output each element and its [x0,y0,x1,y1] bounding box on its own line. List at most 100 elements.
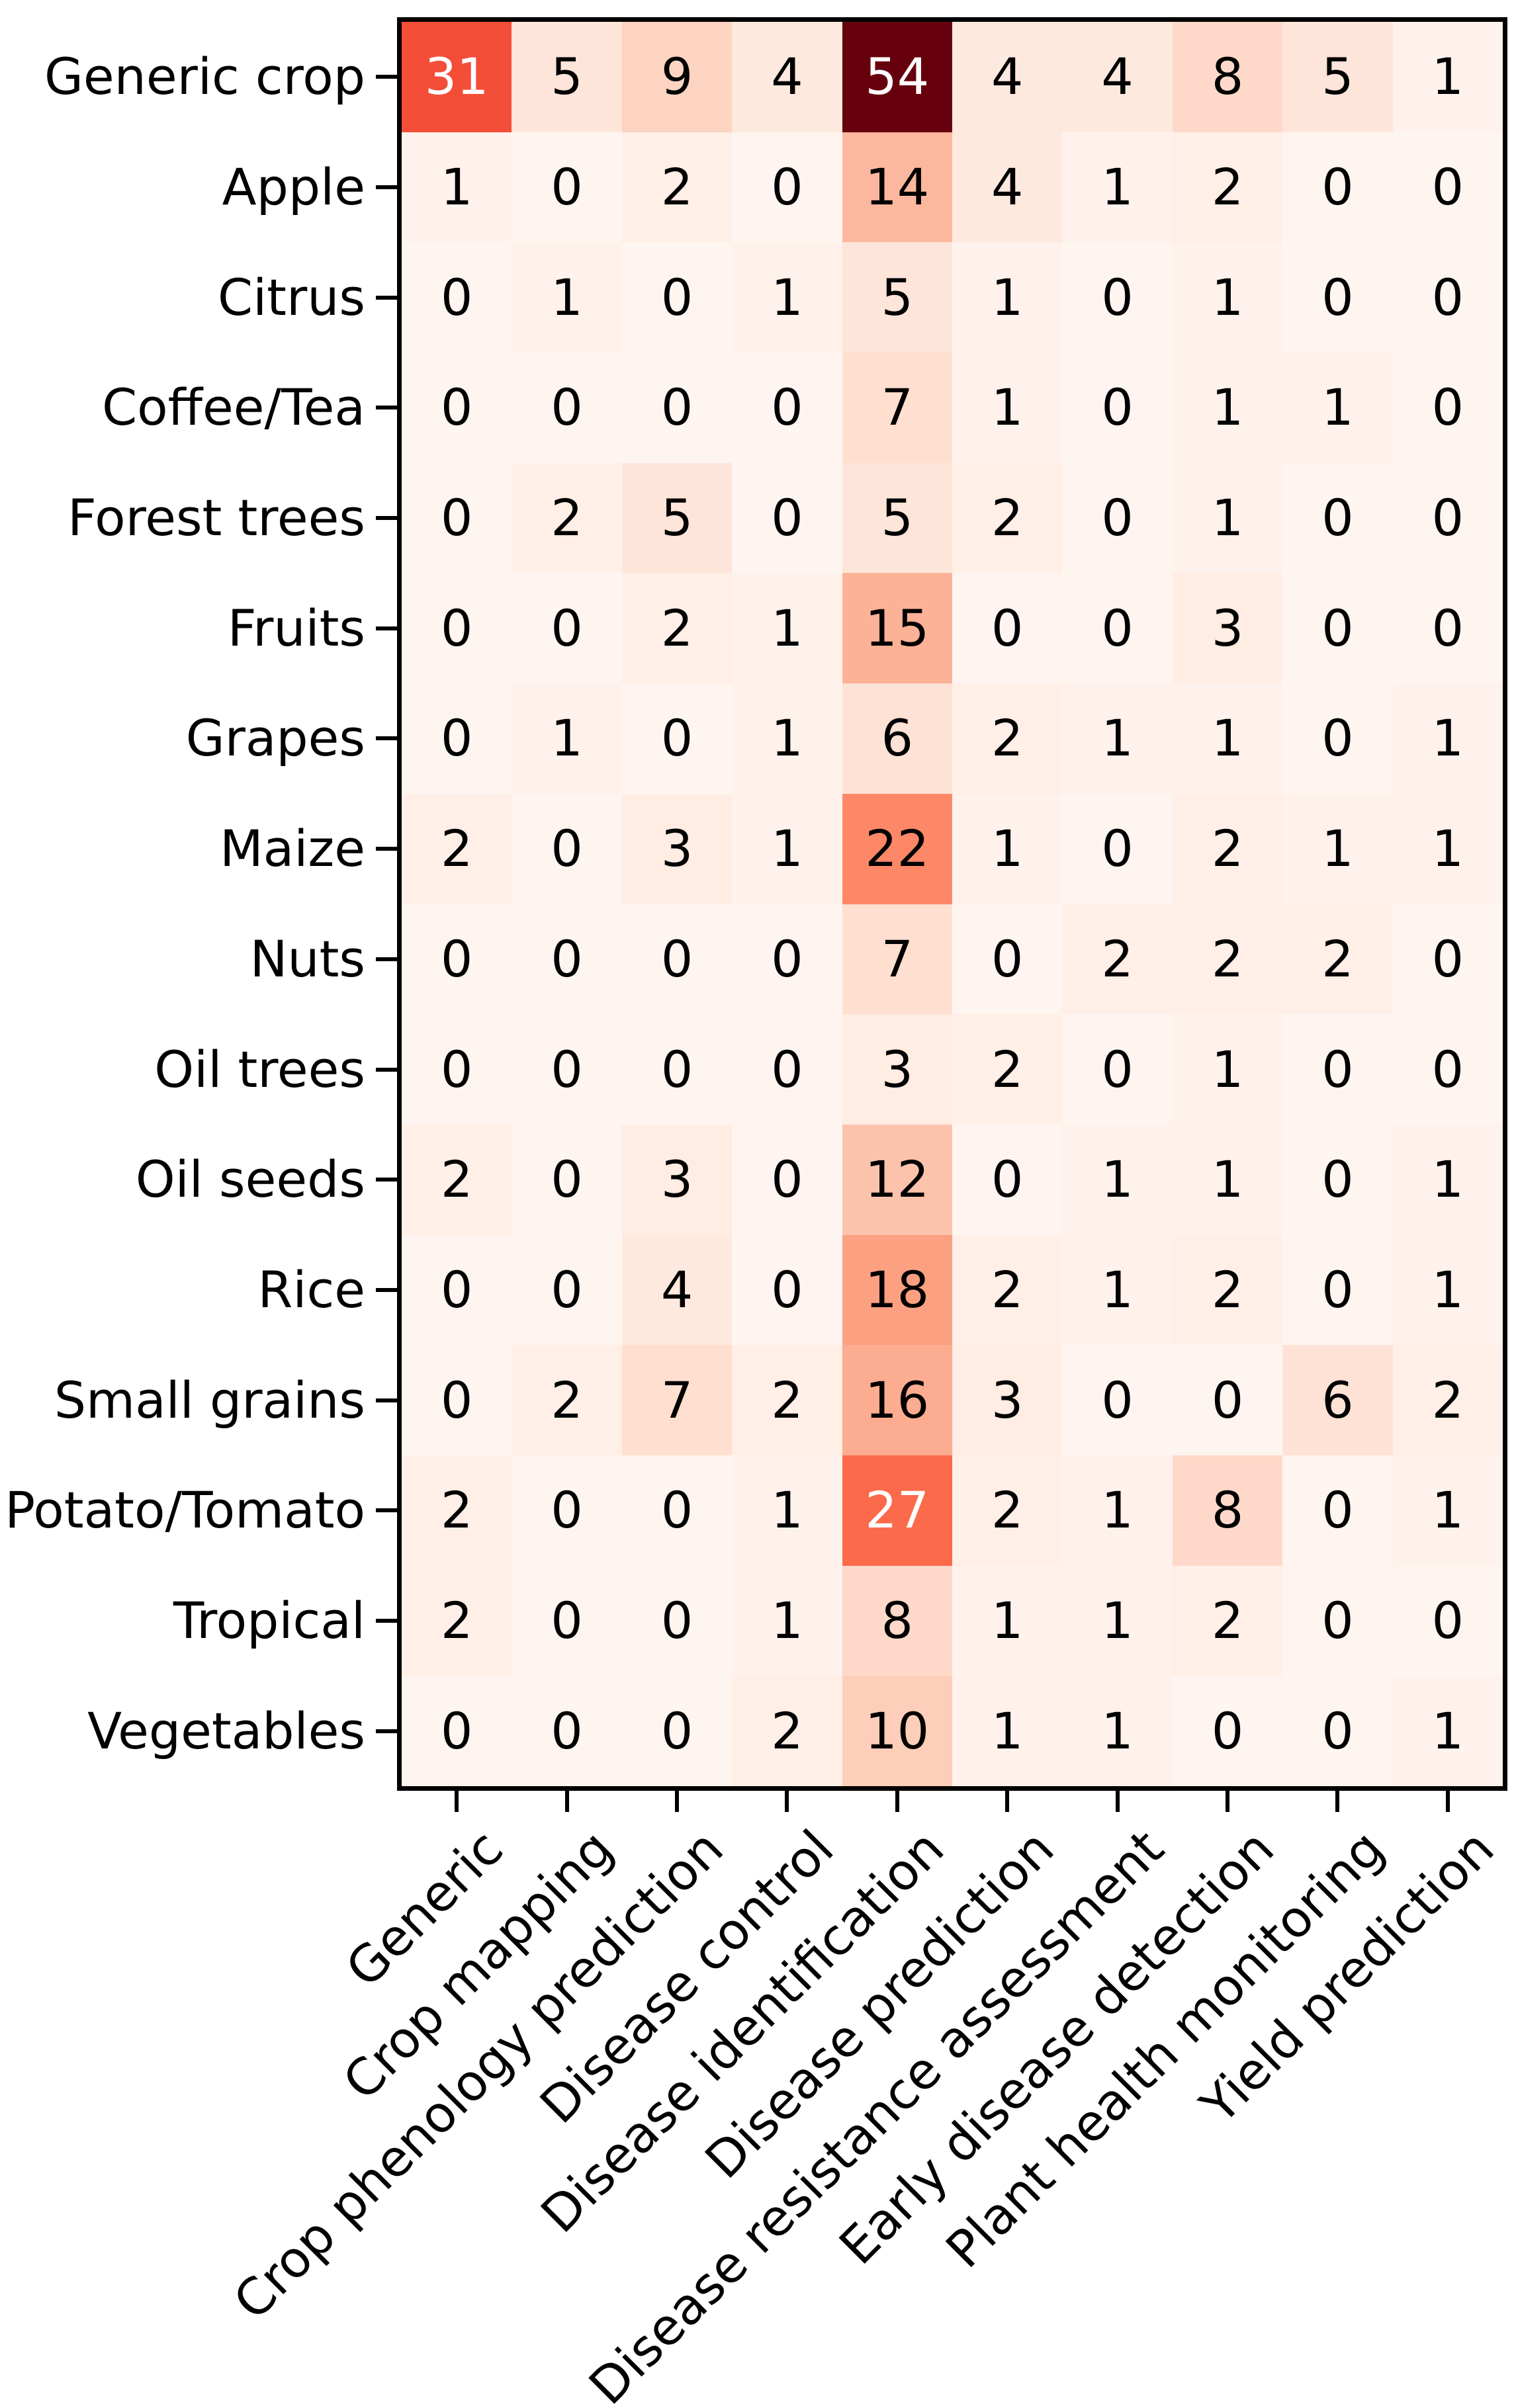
heatmap-cell: 2 [1062,904,1173,1015]
y-tick [376,736,397,741]
heatmap-cell: 0 [621,1014,733,1125]
heatmap-cell: 1 [1172,683,1283,794]
y-tick-label: Coffee/Tea [102,378,365,437]
heatmap-cell: 3 [842,1014,952,1125]
heatmap-cell: 0 [732,1234,842,1346]
heatmap-cell: 2 [512,1345,622,1455]
heatmap-cell: 2 [952,683,1063,794]
heatmap-cell: 0 [1282,242,1393,353]
heatmap-cell: 0 [402,1676,512,1786]
x-tick [1335,1791,1340,1812]
heatmap-cell: 0 [621,904,733,1015]
y-tick [376,295,397,300]
x-tick [895,1791,899,1812]
y-tick-label: Citrus [218,267,365,327]
heatmap-cell: 7 [621,1345,733,1455]
y-tick-label: Fruits [227,598,365,658]
heatmap-cell: 1 [512,242,622,353]
y-tick-label: Oil trees [154,1039,365,1099]
heatmap-cell: 3 [952,1345,1063,1455]
y-tick [376,1067,397,1072]
heatmap-cell: 0 [1282,132,1393,243]
y-tick-label: Small grains [54,1370,365,1430]
heatmap-cell: 0 [1062,1014,1173,1125]
heatmap-cell: 1 [512,683,622,794]
heatmap-cell: 1 [1392,1124,1503,1235]
y-tick [376,626,397,630]
heatmap-cell: 0 [402,353,512,463]
heatmap-cell: 0 [1392,353,1503,463]
heatmap-cell: 54 [842,22,952,132]
heatmap-cell: 1 [1062,1455,1173,1566]
y-tick [376,516,397,521]
heatmap-cell: 0 [512,1234,622,1346]
heatmap-cell: 0 [512,353,622,463]
heatmap-cell: 1 [732,793,842,904]
heatmap-cell: 1 [732,242,842,353]
y-tick-label: Maize [220,819,365,879]
axes-frame [397,17,1507,1791]
heatmap-cell: 31 [402,22,512,132]
heatmap-cell: 2 [952,462,1063,574]
heatmap-cell: 0 [621,242,733,353]
y-tick-label: Potato/Tomato [5,1481,365,1540]
heatmap-cell: 4 [732,22,842,132]
heatmap-cell: 2 [621,573,733,684]
heatmap-cell: 1 [1392,683,1503,794]
heatmap-cell: 2 [732,1676,842,1786]
heatmap-cell: 1 [1062,132,1173,243]
heatmap-cell: 1 [1062,1565,1173,1676]
heatmap-cell: 5 [842,242,952,353]
heatmap-cell: 4 [952,22,1063,132]
y-tick [376,1729,397,1733]
heatmap-cell: 1 [1062,1234,1173,1346]
heatmap-cell: 2 [1172,793,1283,904]
heatmap-cell: 1 [1172,462,1283,574]
heatmap-cell: 1 [1172,1124,1283,1235]
y-tick-label: Nuts [249,929,365,988]
heatmap-cell: 1 [1282,353,1393,463]
heatmap-cell: 0 [1282,462,1393,574]
heatmap-cell: 0 [1392,462,1503,574]
heatmap-cell: 2 [1282,904,1393,1015]
heatmap-cell: 0 [1282,1676,1393,1786]
heatmap-cell: 0 [1282,1455,1393,1566]
heatmap-cell: 1 [1062,1124,1173,1235]
x-tick [1445,1791,1450,1812]
heatmap-cell: 0 [512,573,622,684]
heatmap-cell: 1 [1392,793,1503,904]
heatmap-cell: 0 [732,904,842,1015]
heatmap-cell: 2 [1172,1234,1283,1346]
heatmap-cell: 0 [1062,793,1173,904]
heatmap-cell: 0 [512,904,622,1015]
heatmap-cell: 1 [952,353,1063,463]
heatmap-cell: 1 [1172,242,1283,353]
heatmap-cell: 1 [952,1676,1063,1786]
heatmap-cell: 2 [1172,1565,1283,1676]
heatmap-cell: 1 [732,1565,842,1676]
heatmap-cell: 0 [1062,462,1173,574]
heatmap-cell: 0 [952,1124,1063,1235]
heatmap-cell: 0 [1392,573,1503,684]
heatmap-cell: 0 [1172,1345,1283,1455]
heatmap-cell: 8 [1172,22,1283,132]
x-tick [785,1791,789,1812]
heatmap-cell: 1 [1282,793,1393,904]
heatmap-cell: 0 [621,1565,733,1676]
heatmap-cell: 0 [402,904,512,1015]
heatmap-cell: 22 [842,793,952,904]
heatmap-cell: 1 [1392,1676,1503,1786]
heatmap-cell: 0 [732,132,842,243]
heatmap-cell: 0 [1062,1345,1173,1455]
heatmap-cell: 18 [842,1234,952,1346]
heatmap-cell: 3 [621,1124,733,1235]
heatmap-cell: 6 [842,683,952,794]
heatmap-cell: 2 [1172,904,1283,1015]
x-tick [675,1791,679,1812]
y-tick-label: Oil seeds [135,1150,365,1209]
heatmap-cell: 5 [512,22,622,132]
heatmap-cell: 3 [621,793,733,904]
heatmap-cell: 0 [952,573,1063,684]
heatmap-cell: 0 [512,1676,622,1786]
